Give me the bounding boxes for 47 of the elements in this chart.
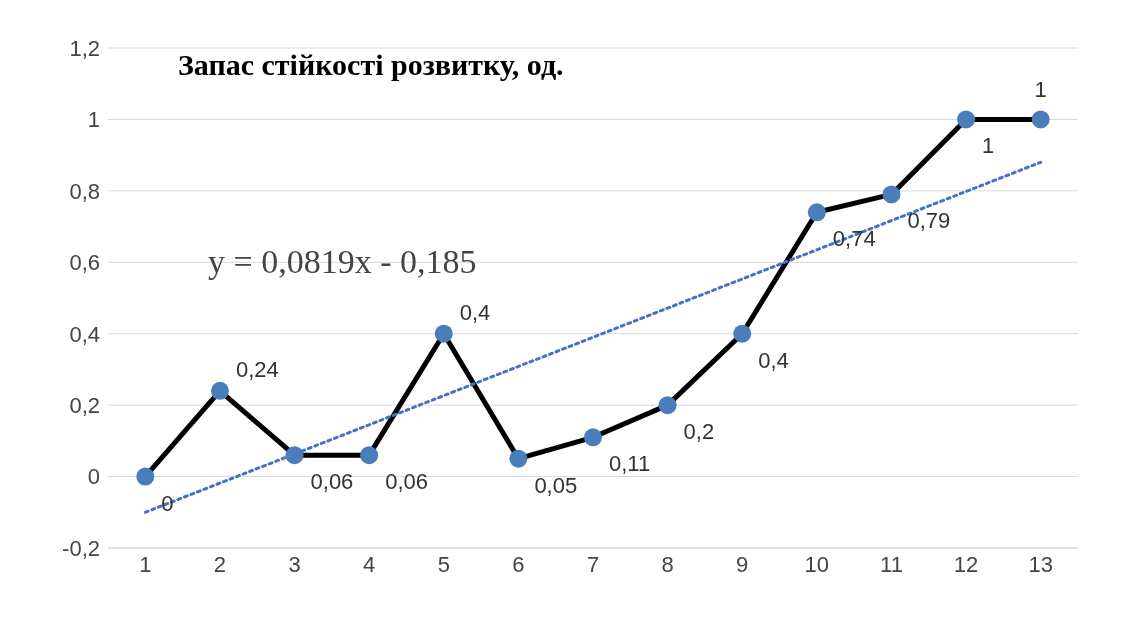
y-tick-label: 0,6 [69, 250, 100, 276]
y-tick-label: 1,2 [69, 35, 100, 61]
point [957, 110, 976, 129]
data-label: 0,06 [310, 469, 354, 495]
y-tick-label: 0 [87, 464, 100, 490]
x-tick-label: 3 [288, 551, 301, 577]
y-tick-label: 0,8 [69, 178, 100, 204]
point [285, 446, 304, 465]
data-label: 0,79 [907, 208, 951, 234]
y-tick-label: 0,2 [69, 392, 100, 418]
point [1031, 110, 1050, 129]
chart-title: Запас стійкості розвитку, од. [178, 48, 564, 82]
x-tick-label: 2 [213, 551, 227, 577]
point [584, 428, 602, 447]
x-tick-label: 1 [139, 551, 152, 577]
data-label: 0,24 [235, 356, 279, 382]
x-tick-label: 13 [1028, 551, 1053, 577]
x-tick-label: 5 [437, 551, 450, 577]
point [658, 396, 677, 415]
x-tick-label: 4 [363, 551, 376, 577]
x-tick-label: 9 [736, 551, 749, 577]
point [882, 185, 901, 204]
point [807, 203, 826, 222]
x-tick-label: 6 [512, 551, 525, 577]
annotation: y = 0,0819x - 0,185 [208, 243, 477, 281]
point [434, 324, 453, 343]
point [360, 446, 379, 465]
point [509, 449, 528, 468]
data-label: 0,11 [609, 451, 651, 477]
point [733, 324, 752, 343]
x-tick-label: 12 [953, 551, 979, 577]
point [136, 467, 155, 486]
data-label: 0,4 [758, 347, 789, 373]
y-tick-label: 1 [87, 107, 100, 133]
data-label: 1 [1034, 77, 1047, 103]
x-tick-label: 8 [661, 551, 674, 577]
y-tick-label: 0,4 [69, 321, 100, 347]
data-label: 0,2 [683, 419, 715, 445]
data-label: 1 [982, 133, 995, 159]
x-tick-label: 7 [586, 551, 600, 577]
x-tick-label: 10 [804, 551, 830, 577]
x-tick-label: 11 [880, 551, 903, 577]
data-label: 0,4 [459, 299, 491, 325]
data-label: 0,06 [385, 469, 428, 495]
data-label: 0,05 [534, 472, 578, 498]
y-tick-label: -0,2 [62, 535, 100, 561]
point [210, 381, 229, 400]
